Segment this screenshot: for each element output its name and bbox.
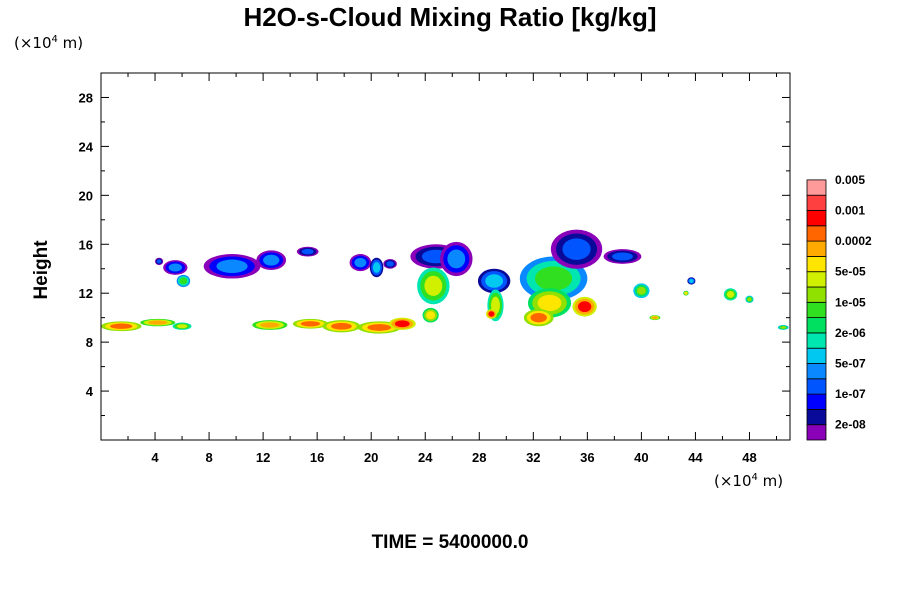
- cloud-region: [612, 252, 633, 261]
- colorbar-swatch: [806, 408, 827, 426]
- chart-title: H2O-s-Cloud Mixing Ratio [kg/kg]: [243, 2, 657, 32]
- cloud-region: [179, 277, 188, 285]
- x-unit-exponent: 4: [751, 472, 758, 483]
- cloud-region: [488, 311, 495, 317]
- colorbar-label: 1e-05: [835, 295, 866, 309]
- cloud-region: [562, 238, 591, 260]
- cloud-region: [394, 320, 410, 328]
- field-regions: [101, 229, 789, 334]
- y-axis-unit: (×104 m): [14, 34, 83, 52]
- cloud-region: [331, 322, 352, 330]
- colorbar-swatch: [806, 378, 827, 395]
- x-tick-label: 28: [472, 450, 486, 465]
- cloud-region: [260, 322, 280, 328]
- cloud-region: [424, 275, 443, 296]
- y-tick-label: 28: [79, 90, 93, 105]
- cloud-region: [372, 262, 381, 273]
- cloud-region: [447, 249, 466, 269]
- colorbar-swatch: [806, 194, 827, 211]
- cloud-region: [747, 297, 752, 302]
- cloud-region: [530, 312, 547, 323]
- cloud-region: [485, 274, 504, 288]
- x-axis-unit: (×104 m): [714, 472, 783, 490]
- cloud-region: [537, 294, 562, 312]
- colorbar-label: 1e-07: [835, 387, 866, 401]
- colorbar-swatch: [806, 179, 827, 196]
- colorbar-swatch: [806, 393, 827, 410]
- cloud-region: [780, 326, 787, 329]
- y-tick-label: 24: [79, 139, 94, 154]
- cloud-region: [300, 321, 321, 327]
- x-tick-label: 48: [742, 450, 756, 465]
- colorbar-label: 5e-05: [835, 265, 866, 279]
- y-tick-label: 20: [79, 188, 93, 203]
- colorbar-label: 2e-08: [835, 418, 866, 432]
- colorbar-swatch: [806, 286, 827, 303]
- cloud-region: [263, 254, 280, 266]
- colorbar-swatch: [806, 210, 827, 227]
- colorbar-swatch: [806, 301, 827, 318]
- colorbar-swatch: [806, 240, 827, 257]
- cloud-region: [354, 257, 367, 268]
- cloud-region: [684, 291, 688, 295]
- colorbar-swatch: [806, 255, 827, 273]
- y-unit-exponent: 4: [51, 34, 58, 45]
- colorbar-label: 2e-06: [835, 326, 866, 340]
- x-tick-label: 20: [364, 450, 378, 465]
- cloud-region: [636, 286, 646, 295]
- colorbar-label: 0.0002: [835, 234, 872, 248]
- x-tick-label: 44: [688, 450, 703, 465]
- colorbar-swatch: [806, 363, 827, 380]
- cloud-region: [535, 266, 573, 291]
- plot-frame: [100, 72, 791, 441]
- cloud-region: [577, 301, 592, 313]
- x-tick-label: 40: [634, 450, 648, 465]
- x-tick-label: 24: [418, 450, 433, 465]
- y-tick-label: 12: [79, 286, 93, 301]
- x-tick-label: 4: [151, 450, 159, 465]
- cloud-region: [426, 311, 436, 320]
- y-unit-prefix: (×10: [14, 34, 52, 52]
- colorbar-swatch: [806, 317, 827, 334]
- x-tick-label: 32: [526, 450, 540, 465]
- time-footer: TIME = 5400000.0: [371, 532, 529, 553]
- x-tick-label: 8: [205, 450, 212, 465]
- x-tick-label: 36: [580, 450, 594, 465]
- cloud-region: [176, 324, 188, 329]
- cloud-region: [156, 259, 162, 264]
- x-unit-suffix: m): [757, 472, 784, 490]
- colorbar-swatch: [806, 225, 827, 242]
- y-tick-label: 8: [86, 335, 93, 350]
- cloud-region: [168, 263, 182, 272]
- cloud-region: [367, 324, 392, 331]
- y-tick-label: 16: [79, 237, 93, 252]
- cloud-region: [386, 261, 394, 267]
- cloud-region: [301, 248, 314, 255]
- colorbar-swatch: [806, 271, 827, 288]
- x-tick-label: 12: [256, 450, 270, 465]
- colorbar-swatch: [806, 332, 827, 349]
- y-tick-label: 4: [86, 384, 94, 399]
- cloud-region: [651, 316, 658, 320]
- colorbar-label: 0.005: [835, 173, 865, 187]
- cloud-region: [726, 291, 735, 298]
- cloud-region: [110, 323, 133, 329]
- x-unit-prefix: (×10: [714, 472, 752, 490]
- cloud-region: [689, 278, 694, 283]
- colorbar-swatch: [806, 347, 827, 364]
- cloud-region: [148, 320, 168, 325]
- cloud-region: [216, 259, 248, 274]
- colorbar-label: 0.001: [835, 204, 865, 218]
- y-unit-suffix: m): [57, 34, 84, 52]
- colorbar: 2e-08 1e-07 5e-07 2e-06 1e-05 5e-05 0.0002 0.00…: [806, 173, 872, 441]
- x-tick-label: 16: [310, 450, 324, 465]
- colorbar-label: 5e-07: [835, 357, 866, 371]
- colorbar-swatch: [806, 424, 827, 441]
